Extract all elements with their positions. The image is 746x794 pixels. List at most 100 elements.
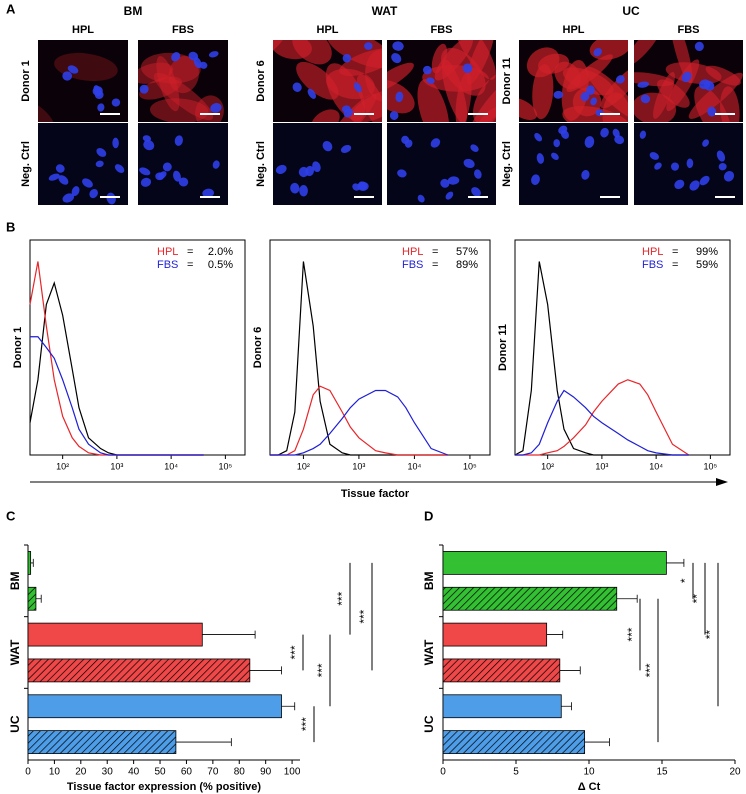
column-header: HPL [72, 24, 94, 36]
nucleus [397, 169, 407, 178]
legend-name: FBS [157, 259, 178, 271]
nucleus [92, 86, 103, 96]
error-bar [35, 594, 42, 603]
micrograph [273, 40, 382, 122]
nucleus [674, 179, 685, 190]
cytoskeleton [519, 97, 538, 120]
x-tick-label: 10³ [352, 461, 365, 471]
cytoskeleton [472, 72, 496, 122]
significance-label: *** [643, 663, 657, 677]
x-tick-label: 20 [729, 767, 741, 778]
micrograph [634, 123, 743, 205]
bar [27, 586, 37, 611]
cytoskeleton [330, 93, 377, 122]
nucleus [342, 54, 352, 63]
nucleus [391, 53, 402, 64]
nucleus [686, 158, 694, 169]
nucleus [699, 79, 711, 90]
nucleus [139, 84, 149, 94]
micrograph-content [138, 51, 224, 122]
cytoskeleton [140, 52, 201, 84]
cytoskeleton [417, 79, 450, 122]
x-tick-label: 20 [75, 767, 87, 778]
x-tick-label: 10 [583, 767, 595, 778]
x-tick-label: 80 [234, 767, 246, 778]
bar [27, 730, 177, 754]
error-bar [584, 738, 610, 747]
panel-label: A [6, 1, 16, 16]
error-bar [175, 738, 232, 747]
nucleus [95, 160, 104, 168]
legend-separator: = [432, 259, 438, 271]
nucleus [174, 135, 183, 146]
micrograph [387, 123, 496, 205]
micrograph-background [38, 40, 128, 122]
error-bar [546, 630, 564, 639]
nucleus [463, 158, 475, 169]
legend-separator: = [187, 246, 193, 258]
group-label: WAT [422, 639, 436, 665]
micrograph [138, 40, 228, 122]
nucleus [654, 162, 662, 170]
nucleus [106, 192, 116, 205]
error-bar [561, 702, 572, 711]
cytoskeleton [657, 79, 690, 108]
legend-name: HPL [157, 246, 178, 258]
arrow-head [716, 478, 728, 486]
row-label: Donor 6 [255, 60, 267, 102]
cytoskeleton [572, 87, 602, 117]
micrograph [273, 123, 382, 205]
x-tick-label: 10⁴ [407, 461, 421, 471]
error-bar [616, 594, 638, 603]
panel-label: B [6, 219, 15, 234]
nucleus [590, 97, 598, 106]
nucleus [615, 75, 625, 84]
nucleus [82, 178, 93, 188]
nucleus [55, 164, 65, 173]
cytoskeleton [168, 56, 199, 94]
nucleus [58, 175, 69, 185]
histogram-curve [270, 385, 448, 456]
nucleus [534, 133, 543, 142]
micrograph-content [639, 130, 735, 191]
significance-label: *** [357, 609, 371, 623]
cytoskeleton [453, 40, 496, 80]
nucleus [689, 180, 700, 191]
x-tick-label: 10⁵ [704, 461, 718, 471]
error-bar [666, 558, 685, 567]
error-bar [202, 630, 256, 639]
nucleus [702, 139, 710, 147]
nucleus [358, 181, 368, 191]
x-tick-label: 30 [102, 767, 114, 778]
panel-label: C [6, 508, 16, 523]
nucleus [305, 165, 314, 177]
nucleus [593, 47, 602, 57]
nucleus [639, 130, 647, 139]
nucleus [586, 85, 595, 96]
micrograph-content [275, 141, 369, 197]
micrograph [138, 123, 228, 205]
group-title: UC [622, 4, 640, 18]
histogram-curve [514, 261, 689, 456]
nucleus [553, 90, 564, 99]
nucleus [699, 175, 710, 186]
nucleus [210, 103, 222, 113]
nucleus [422, 65, 432, 75]
nucleus [275, 164, 287, 174]
nucleus [212, 160, 220, 169]
group-title: WAT [372, 4, 398, 18]
nucleus [670, 162, 680, 171]
legend-separator: = [187, 259, 193, 271]
x-tick-label: 10² [297, 461, 310, 471]
group-label: BM [8, 571, 22, 590]
nucleus [322, 141, 333, 152]
histogram-curve [515, 379, 690, 456]
nucleus [401, 135, 410, 144]
x-tick-label: 10² [56, 461, 69, 471]
x-tick-label: 40 [128, 767, 140, 778]
nucleus [208, 51, 219, 58]
histogram-curve [30, 336, 204, 456]
nucleus [426, 77, 435, 84]
x-tick-label: 0 [440, 767, 446, 778]
